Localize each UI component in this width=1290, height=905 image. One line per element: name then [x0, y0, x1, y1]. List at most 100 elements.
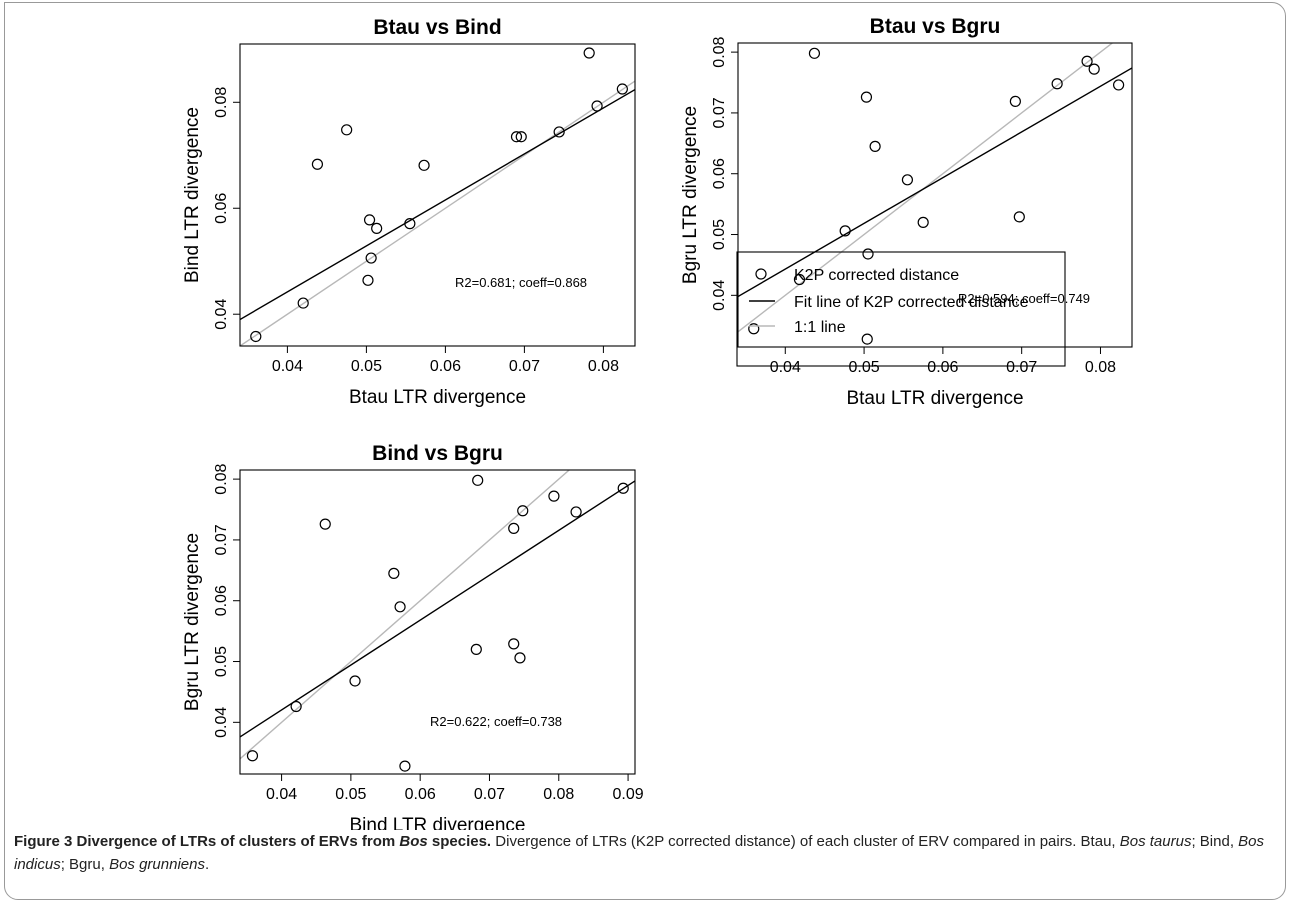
caption-body-1: Divergence of LTRs (K2P corrected distan…: [491, 833, 1120, 850]
y-tick-label: 0.05: [711, 219, 728, 250]
x-tick-label: 0.08: [588, 358, 619, 375]
legend-label-fit: Fit line of K2P corrected distance: [794, 294, 1029, 311]
fit-annotation: R2=0.622; coeff=0.738: [430, 714, 562, 729]
figure-frame: [4, 2, 1286, 900]
data-point: [362, 274, 374, 286]
figure-plots: Btau vs Bind 0.04 0.05 0.06 0.07 0.08 0.04 0.06…: [182, 15, 1133, 830]
x-tick-label: 0.07: [509, 358, 540, 375]
caption-body-3: ; Bgru,: [60, 856, 110, 873]
y-tick-label: 0.05: [213, 646, 230, 677]
data-point: [583, 47, 595, 59]
y-axis-label: Bind LTR divergence: [182, 107, 203, 283]
legend-marker-circle: [755, 268, 767, 280]
caption-title-text: Figure 3 Divergence of LTRs of clusters …: [14, 833, 400, 850]
x-tick-label: 0.08: [1085, 359, 1116, 376]
legend: K2P corrected distance Fit line of K2P c…: [736, 251, 1066, 367]
data-point: [311, 158, 324, 170]
figure-caption: Figure 3 Divergence of LTRs of clusters …: [14, 830, 1274, 876]
y-tick-label: 0.04: [711, 280, 728, 311]
data-point: [917, 216, 929, 228]
data-point: [388, 567, 400, 579]
panel-title: Btau vs Bgru: [870, 15, 1001, 38]
fit-line: [240, 480, 635, 738]
data-point: [246, 750, 259, 762]
panel-btau-vs-bgru: Btau vs Bgru 0.04 0.05 0.06 0.07 0.08 0.04 0.05…: [680, 15, 1133, 409]
data-point: [748, 323, 760, 335]
caption-body-2: ; Bind,: [1191, 833, 1239, 850]
panel-title: Btau vs Bind: [373, 16, 501, 39]
y-tick-label: 0.06: [711, 158, 728, 189]
y-tick-label: 0.07: [711, 97, 728, 128]
legend-label-points: K2P corrected distance: [794, 267, 959, 284]
y-tick-label: 0.08: [213, 463, 230, 494]
x-axis-label: Btau LTR divergence: [349, 387, 526, 408]
data-point: [869, 140, 881, 152]
data-point: [250, 330, 262, 343]
x-tick-label: 0.04: [770, 359, 801, 376]
plot-lines: [240, 80, 635, 346]
data-point: [319, 518, 331, 530]
x-axis-label: Bind LTR divergence: [349, 815, 525, 830]
panel-bind-vs-bgru: Bind vs Bgru 0.04 0.05 0.06 0.07 0.08 0.09 0.04…: [182, 442, 644, 830]
y-axis-label: Bgru LTR divergence: [680, 106, 701, 284]
fit-line: [738, 67, 1132, 298]
data-point: [1051, 78, 1063, 90]
y-tick-label: 0.06: [213, 193, 230, 224]
data-point: [591, 100, 603, 112]
data-point: [349, 675, 361, 687]
data-point: [404, 218, 416, 230]
y-tick-label: 0.04: [213, 707, 230, 738]
legend-label-one-to-one: 1:1 line: [794, 319, 846, 336]
data-point: [1081, 55, 1093, 67]
data-point: [862, 248, 874, 260]
data-point: [1009, 95, 1021, 107]
data-point: [472, 474, 484, 486]
x-tick-label: 0.05: [335, 786, 366, 803]
data-point: [508, 638, 520, 650]
legend-box: [736, 251, 1066, 367]
data-point: [517, 505, 529, 517]
data-point: [901, 174, 914, 186]
data-point: [1088, 63, 1100, 75]
y-tick-label: 0.07: [213, 524, 230, 555]
one-to-one-line: [738, 43, 1114, 333]
data-point: [570, 506, 582, 518]
x-axis-label: Btau LTR divergence: [846, 388, 1023, 409]
x-tick-label: 0.07: [1006, 359, 1037, 376]
caption-species-bgru: Bos grunniens: [109, 856, 205, 873]
plot-box: [239, 43, 636, 347]
data-point: [394, 601, 406, 613]
y-axis-label: Bgru LTR divergence: [182, 533, 203, 711]
fit-annotation: R2=0.594; coeff=0.749: [958, 291, 1090, 306]
x-tick-label: 0.08: [543, 786, 574, 803]
caption-species-bind: Bos indicus: [14, 833, 1265, 873]
data-point: [470, 643, 482, 655]
y-tick-label: 0.06: [213, 585, 230, 616]
data-point: [341, 124, 353, 136]
data-point: [548, 490, 560, 502]
data-point: [418, 159, 430, 171]
data-point: [808, 47, 821, 59]
caption-title: Figure 3 Divergence of LTRs of clusters …: [14, 833, 491, 850]
y-tick-label: 0.04: [213, 299, 230, 330]
caption-species-btau: Bos taurus: [1119, 833, 1192, 850]
data-point: [371, 222, 383, 234]
one-to-one-line: [240, 80, 635, 346]
data-point: [510, 131, 523, 143]
y-tick-label: 0.08: [213, 87, 230, 118]
data-point: [1113, 79, 1125, 91]
y-tick-label: 0.08: [711, 36, 728, 67]
panel-btau-vs-bind: Btau vs Bind 0.04 0.05 0.06 0.07 0.08 0.04 0.06…: [182, 16, 636, 408]
panel-title: Bind vs Bgru: [372, 442, 503, 465]
data-point: [839, 225, 851, 237]
data-point: [793, 273, 806, 286]
data-point: [515, 131, 527, 143]
data-point: [290, 700, 302, 713]
x-tick-label: 0.05: [849, 359, 880, 376]
data-point: [1013, 211, 1025, 223]
data-point: [617, 482, 629, 494]
x-tick-label: 0.05: [351, 358, 382, 375]
data-point: [365, 252, 377, 264]
x-tick-label: 0.09: [612, 786, 643, 803]
plot-box: [737, 42, 1133, 348]
